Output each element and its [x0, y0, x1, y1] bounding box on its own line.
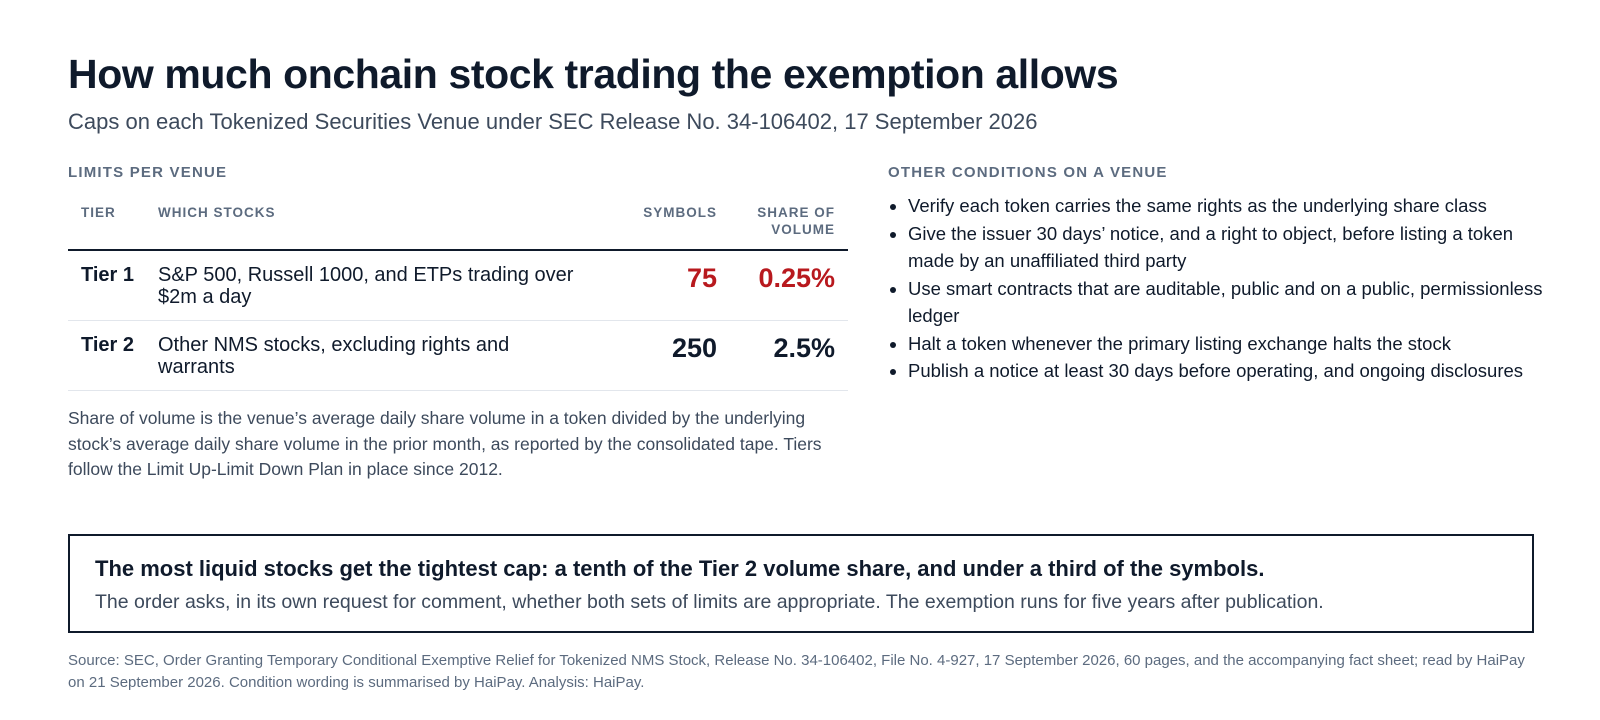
limits-section-label: LIMITS PER VENUE — [68, 164, 228, 181]
tier-1-which-stocks: S&P 500, Russell 1000, and ETPs trading … — [158, 250, 598, 321]
tier-2-which-stocks: Other NMS stocks, excluding rights and w… — [158, 320, 598, 391]
limits-table-header-row: TIER WHICH STOCKS SYMBOLS SHARE OF VOLUM… — [68, 204, 848, 251]
list-item: Verify each token carries the same right… — [908, 192, 1548, 220]
page-title: How much onchain stock trading the exemp… — [68, 51, 1119, 97]
conditions-section-label: OTHER CONDITIONS ON A VENUE — [888, 164, 1168, 181]
column-header-which-stocks: WHICH STOCKS — [158, 204, 598, 251]
source-note: Source: SEC, Order Granting Temporary Co… — [68, 652, 1525, 691]
list-item: Use smart contracts that are auditable, … — [908, 275, 1548, 330]
list-item: Give the issuer 30 days’ notice, and a r… — [908, 220, 1548, 275]
callout-headline: The most liquid stocks get the tightest … — [95, 556, 1265, 581]
column-header-share-line2: VOLUME — [771, 222, 835, 237]
limits-table: TIER WHICH STOCKS SYMBOLS SHARE OF VOLUM… — [68, 204, 848, 391]
page-subtitle: Caps on each Tokenized Securities Venue … — [68, 109, 1038, 134]
tier-1-symbols: 75 — [598, 250, 717, 321]
conditions-section: OTHER CONDITIONS ON A VENUE Verify each … — [888, 164, 1542, 381]
table-row-tier-1: Tier 1 S&P 500, Russell 1000, and ETPs t… — [68, 250, 848, 321]
tier-2-share-of-volume: 2.5% — [717, 320, 848, 391]
column-header-symbols: SYMBOLS — [598, 204, 717, 251]
tier-1-label: Tier 1 — [68, 250, 158, 321]
column-header-share-line1: SHARE OF — [757, 205, 835, 220]
tier-1-share-of-volume: 0.25% — [717, 250, 848, 321]
column-header-share-of-volume: SHARE OF VOLUME — [717, 204, 848, 251]
list-item: Publish a notice at least 30 days before… — [908, 357, 1548, 385]
conditions-list: Verify each token carries the same right… — [888, 192, 1548, 385]
limits-footnote: Share of volume is the venue’s average d… — [68, 408, 822, 479]
tier-2-symbols: 250 — [598, 320, 717, 391]
limits-section: LIMITS PER VENUE TIER WHICH STOCKS SYMBO… — [68, 164, 848, 479]
list-item: Halt a token whenever the primary listin… — [908, 330, 1548, 358]
callout-body: The order asks, in its own request for c… — [95, 591, 1324, 613]
tier-2-label: Tier 2 — [68, 320, 158, 391]
callout-box: The most liquid stocks get the tightest … — [68, 534, 1534, 633]
table-row-tier-2: Tier 2 Other NMS stocks, excluding right… — [68, 320, 848, 391]
column-header-tier: TIER — [68, 204, 158, 251]
